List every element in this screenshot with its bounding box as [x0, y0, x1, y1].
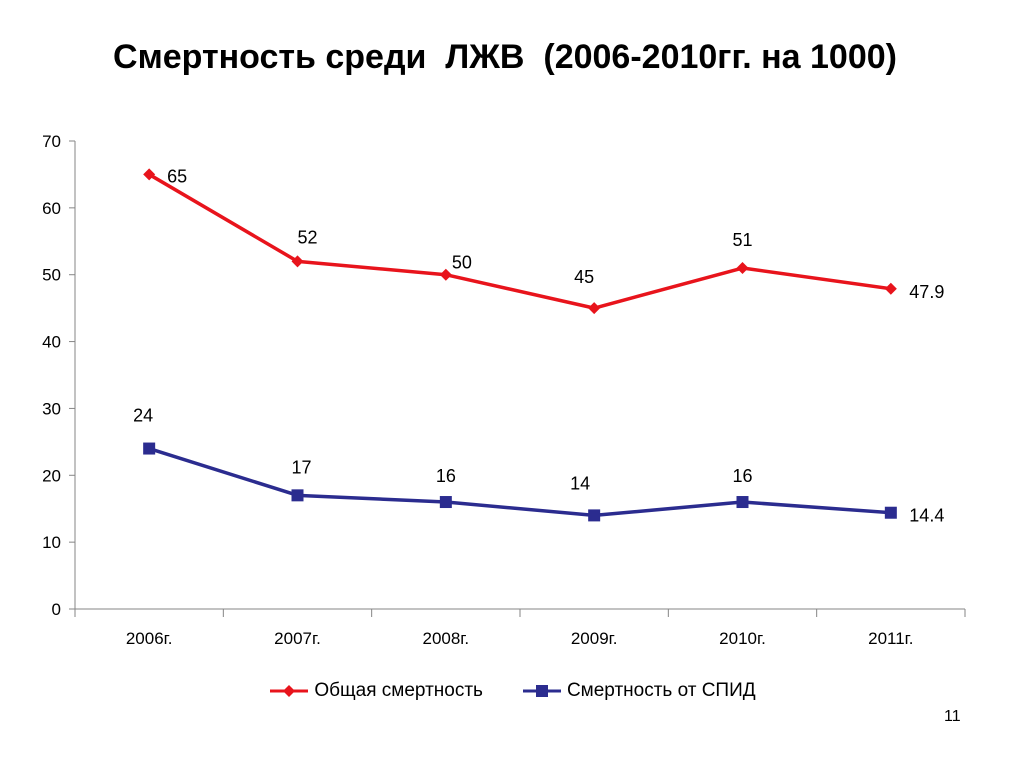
series-2-data-label: 16 [732, 466, 752, 486]
series-2-data-label: 14 [570, 473, 590, 493]
series-2-point [736, 496, 749, 509]
page-number: 11 [944, 708, 961, 725]
legend-item-aids-mortality: Смертность от СПИД [521, 680, 756, 702]
y-tick-label: 10 [42, 533, 61, 552]
series-1-point [291, 255, 304, 268]
series-2-point [884, 506, 897, 519]
chart-axes: 0 10 20 30 40 50 60 70 2006г. 2007г. 2008г. 2009г. 2… [42, 132, 966, 648]
series-2-data-label: 16 [436, 466, 456, 486]
y-tick-label: 0 [52, 600, 61, 619]
series-1-point [439, 268, 452, 281]
chart-series-layer [143, 168, 897, 522]
series-1-data-label: 52 [297, 227, 317, 247]
x-tick-label: 2010г. [719, 629, 766, 648]
x-tick-label: 2007г. [274, 629, 321, 648]
series-1-point [588, 302, 601, 315]
chart-legend: Общая смертность Смертность от СПИД [0, 680, 1024, 702]
series-1-data-label: 50 [452, 253, 472, 273]
series-2-data-label: 17 [291, 457, 311, 477]
legend-swatch-total-mortality [270, 685, 309, 697]
x-tick-label: 2008г. [422, 629, 469, 648]
y-tick-label: 70 [42, 132, 61, 151]
series-2-point [439, 496, 452, 509]
series-1-point [736, 262, 749, 275]
series-1-data-label: 47.9 [909, 282, 944, 302]
series-line-1 [148, 172, 892, 310]
series-line-2 [148, 446, 891, 518]
legend-swatch-aids-mortality [522, 685, 561, 697]
series-2-point [143, 442, 156, 455]
series-2-point [588, 509, 601, 522]
y-tick-label: 20 [42, 466, 61, 485]
y-tick-label: 60 [42, 199, 61, 218]
series-1-data-label: 65 [167, 166, 187, 186]
series-1-point [143, 168, 156, 181]
chart-labels-layer: 65 52 50 45 51 47.9 24 17 16 14 16 14.4 [133, 166, 944, 525]
series-2-data-label: 14.4 [909, 506, 944, 526]
x-tick-label: 2011г. [868, 629, 913, 648]
series-1-data-label: 51 [732, 230, 752, 250]
x-tick-label: 2009г. [571, 629, 618, 648]
legend-label-aids-mortality: Смертность от СПИД [566, 680, 756, 701]
x-tick-label: 2006г. [126, 629, 173, 648]
legend-label-total-mortality: Общая смертность [314, 680, 483, 701]
y-tick-label: 50 [42, 266, 61, 285]
y-tick-label: 30 [42, 399, 61, 418]
series-1-point [884, 282, 897, 295]
slide-title: Смертность среди ЛЖВ (2006-2010гг. на 10… [113, 38, 897, 76]
series-1-data-label: 45 [574, 267, 594, 287]
y-tick-label: 40 [42, 333, 61, 352]
legend-item-total-mortality: Общая смертность [268, 680, 483, 702]
series-2-data-label: 24 [133, 406, 153, 426]
series-2-point [291, 489, 304, 502]
